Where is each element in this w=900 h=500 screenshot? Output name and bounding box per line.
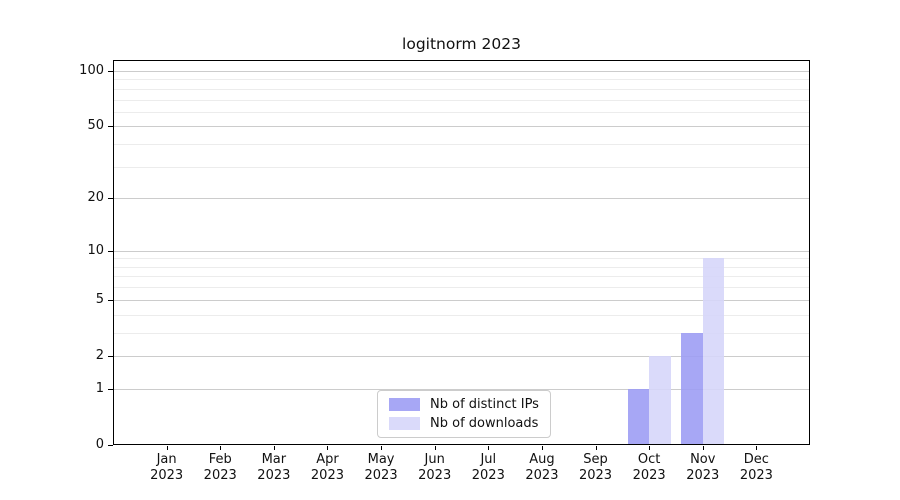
gridline-minor — [114, 88, 809, 90]
y-axis-tick-label: 100 — [79, 62, 104, 78]
y-axis-tick-mark — [108, 198, 113, 200]
legend-label-downloads: Nb of downloads — [430, 416, 539, 431]
x-axis-tick-label: Oct 2023 — [632, 452, 666, 483]
gridline-major — [114, 299, 809, 301]
plot-area — [113, 60, 810, 445]
y-axis-tick-mark — [108, 250, 113, 252]
x-axis-tick-mark — [434, 446, 436, 450]
y-axis-tick-label: 1 — [95, 380, 104, 396]
legend: Nb of distinct IPs Nb of downloads — [377, 390, 551, 438]
gridline-minor — [114, 79, 809, 81]
bar-distinct-ips — [681, 332, 703, 444]
gridline-minor — [114, 332, 809, 334]
gridline-minor — [114, 276, 809, 278]
bar-distinct-ips — [627, 388, 650, 444]
x-axis-tick-mark — [702, 446, 704, 450]
gridline-major — [114, 126, 809, 128]
x-axis-tick-label: Apr 2023 — [310, 452, 344, 483]
y-axis-tick-mark — [108, 445, 113, 446]
x-axis-tick-label: Jul 2023 — [471, 452, 505, 483]
x-axis-tick-mark — [327, 446, 329, 450]
y-axis-tick-label: 0 — [95, 437, 104, 452]
legend-item-distinct-ips: Nb of distinct IPs — [389, 397, 539, 412]
gridline-minor — [114, 111, 809, 113]
chart-title: logitnorm 2023 — [402, 35, 521, 53]
gridline-major — [114, 198, 809, 200]
x-axis-tick-label: Sep 2023 — [578, 452, 613, 483]
x-axis-tick-mark — [595, 446, 597, 450]
y-axis-tick-mark — [108, 355, 113, 357]
x-axis-tick-mark — [220, 446, 222, 450]
x-axis-tick-mark — [488, 446, 490, 450]
gridline-minor — [114, 166, 809, 168]
legend-label-distinct-ips: Nb of distinct IPs — [430, 397, 539, 412]
x-axis-tick-mark — [166, 446, 168, 450]
x-axis-tick-label: Mar 2023 — [257, 452, 291, 483]
x-axis-tick-mark — [273, 446, 275, 450]
gridline-minor — [114, 314, 809, 316]
gridline-major — [114, 250, 809, 252]
x-axis-tick-label: May 2023 — [364, 452, 398, 483]
x-axis-tick-label: Dec 2023 — [739, 452, 773, 483]
y-axis-tick-mark — [108, 299, 113, 301]
legend-swatch-distinct-ips — [389, 398, 420, 411]
legend-item-downloads: Nb of downloads — [389, 416, 539, 431]
legend-swatch-downloads — [389, 417, 420, 430]
x-axis-tick-mark — [381, 446, 383, 450]
y-axis-tick-mark — [108, 126, 113, 128]
gridline-major — [114, 355, 809, 357]
y-axis-tick-label: 5 — [95, 291, 104, 307]
gridline-minor — [114, 287, 809, 289]
gridline-minor — [114, 144, 809, 146]
x-axis-tick-label: Jan 2023 — [150, 452, 184, 483]
x-axis-tick-mark — [649, 446, 651, 450]
bar-downloads — [702, 258, 725, 444]
x-axis-tick-mark — [541, 446, 543, 450]
x-axis-tick-mark — [756, 446, 758, 450]
x-axis-tick-label: Feb 2023 — [203, 452, 237, 483]
gridline-minor — [114, 266, 809, 268]
gridline-major — [114, 70, 809, 72]
gridline-major — [114, 388, 809, 390]
y-axis-tick-label: 20 — [87, 190, 104, 206]
x-axis-tick-label: Aug 2023 — [525, 452, 559, 483]
x-axis-tick-label: Jun 2023 — [418, 452, 452, 483]
gridline-minor — [114, 99, 809, 101]
y-axis-tick-mark — [108, 388, 113, 390]
y-axis-tick-mark — [108, 70, 113, 72]
x-axis-tick-label: Nov 2023 — [686, 452, 720, 483]
bar-downloads — [649, 355, 671, 444]
y-axis-tick-label: 50 — [87, 118, 104, 134]
y-axis-tick-label: 10 — [87, 242, 104, 258]
gridline-minor — [114, 258, 809, 260]
y-axis-tick-label: 2 — [95, 347, 104, 363]
